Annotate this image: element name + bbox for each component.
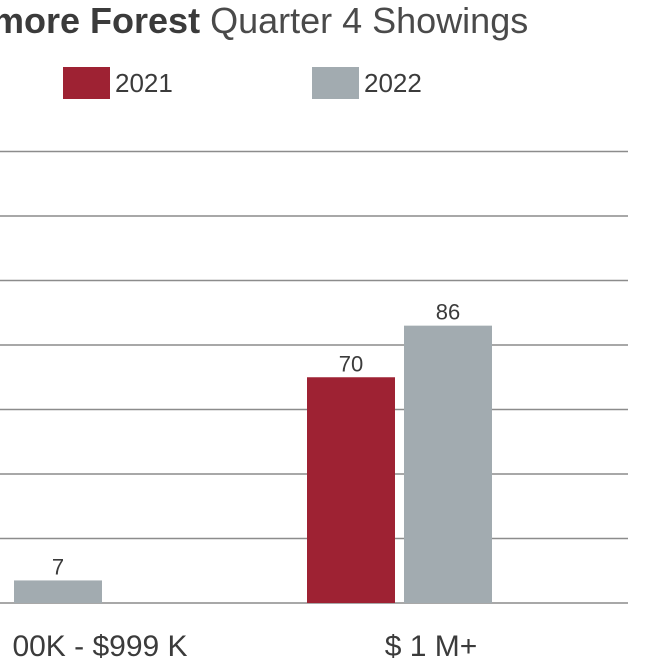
bars [14,325,492,603]
legend-swatch-2021 [63,67,110,99]
title-bold-part: more Forest [0,0,200,41]
data-labels: 7 70 86 [52,300,460,580]
bar-2022-0 [14,580,102,603]
bar-2022-1 [404,325,492,603]
data-label-2021-1: 70 [339,351,363,376]
data-label-2022-1: 86 [436,300,460,325]
legend-swatch-2022 [312,67,359,99]
chart-title: more Forest Quarter 4 Showings [0,0,528,41]
bar-2021-1 [307,377,395,603]
title-light-part: Quarter 4 Showings [210,0,528,41]
category-label-0: 00K - $999 K [12,630,187,663]
data-label-2022-0: 7 [52,554,64,579]
category-labels: 00K - $999 K $ 1 M+ [12,630,477,663]
legend-label-2021: 2021 [115,68,173,98]
category-label-1: $ 1 M+ [385,630,478,663]
legend-label-2022: 2022 [364,68,422,98]
legend: 2021 2022 [63,67,422,99]
